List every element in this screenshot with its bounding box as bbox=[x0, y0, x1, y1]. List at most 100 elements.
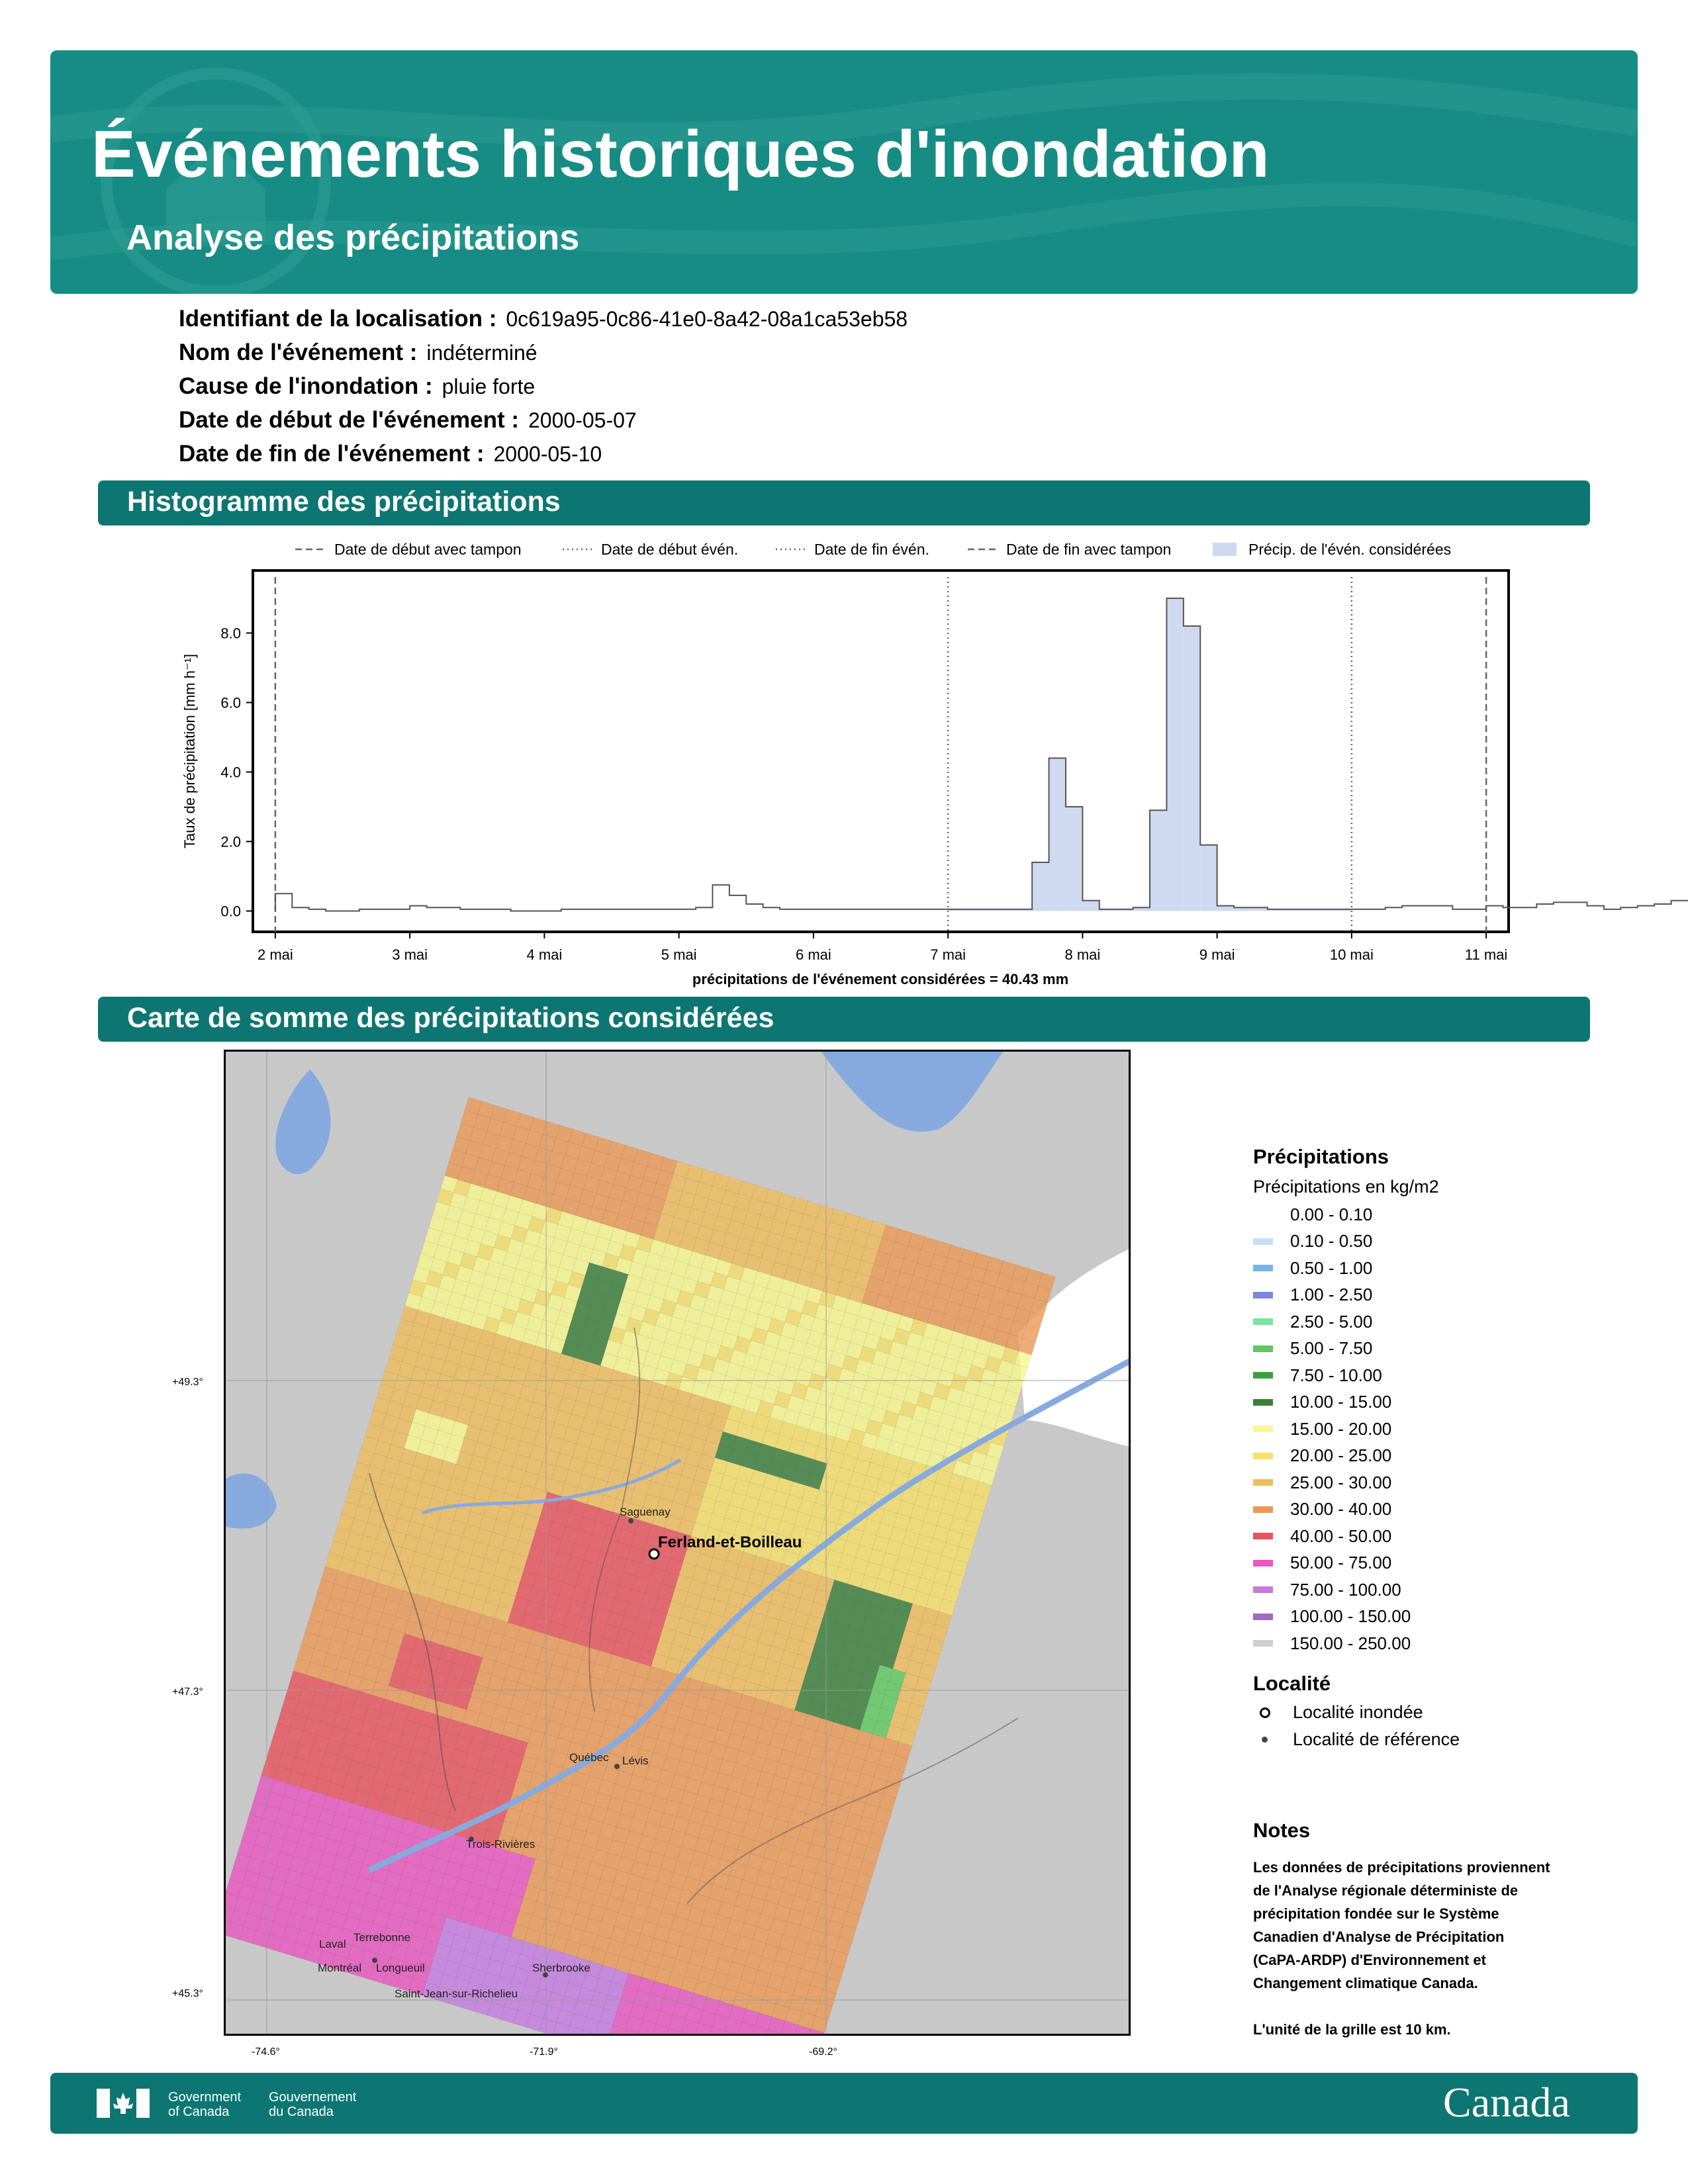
grid-cell bbox=[906, 1702, 925, 1721]
notes-line: précipitation fondée sur le Système bbox=[1253, 1905, 1499, 1922]
legend-considered-swatch bbox=[1213, 543, 1237, 556]
legend-swatch bbox=[1253, 1238, 1273, 1245]
grid-cell bbox=[913, 1633, 931, 1651]
locality-title: Localité bbox=[1253, 1671, 1331, 1695]
grid-cell bbox=[699, 1539, 718, 1558]
precip-bar bbox=[1166, 598, 1184, 911]
place-label-levis: Lévis bbox=[622, 1754, 649, 1767]
legend-class-label: 30.00 - 40.00 bbox=[1290, 1499, 1392, 1520]
legend-swatch bbox=[1253, 1345, 1273, 1352]
grid-cell bbox=[666, 1743, 684, 1761]
grid-cell bbox=[637, 1834, 656, 1852]
y-axis-ticks: 0.0 2.0 4.0 6.0 8.0 bbox=[220, 625, 253, 920]
legend-swatch bbox=[1253, 1291, 1273, 1298]
y-tick-label: 2.0 bbox=[220, 834, 241, 850]
grid-cell bbox=[873, 1763, 892, 1782]
grid-cell bbox=[750, 1840, 769, 1858]
place-label-trois-rivieres: Trois-Rivières bbox=[466, 1838, 535, 1850]
legend-swatch bbox=[1253, 1265, 1273, 1272]
grid-cell bbox=[782, 1593, 801, 1612]
legend-class-row: 0.00 - 0.10 bbox=[1253, 1201, 1460, 1228]
grid-cell bbox=[768, 1874, 786, 1892]
section-histogram-header: Histogramme des précipitations bbox=[98, 480, 1590, 525]
notes-body: Les données de précipitations proviennen… bbox=[1253, 1856, 1624, 2041]
grid-cell bbox=[895, 1599, 914, 1617]
grid-cell bbox=[742, 1866, 761, 1884]
legend-class-label: 15.00 - 20.00 bbox=[1290, 1418, 1392, 1439]
precip-bar bbox=[1065, 807, 1083, 911]
legend-swatch bbox=[1253, 1452, 1273, 1459]
grid-cell bbox=[810, 1644, 828, 1662]
grid-cell bbox=[855, 1872, 873, 1890]
grid-cell bbox=[921, 1607, 939, 1625]
grid-cell bbox=[737, 1651, 755, 1669]
place-label-saguenay: Saguenay bbox=[620, 1506, 671, 1518]
grid-cell bbox=[763, 1659, 781, 1677]
grid-cell bbox=[782, 1735, 800, 1754]
info-value: 2000-05-07 bbox=[528, 408, 637, 432]
chart-legend: Date de début avec tampon Date de début … bbox=[295, 541, 1451, 558]
grid-cell bbox=[894, 1741, 913, 1760]
legend-class-row: 100.00 - 150.00 bbox=[1253, 1604, 1460, 1631]
grid-cell bbox=[711, 1828, 729, 1846]
grid-cell bbox=[639, 1735, 658, 1753]
precip-bar bbox=[1250, 907, 1268, 911]
grid-cell bbox=[790, 1709, 808, 1728]
y-tick-label: 6.0 bbox=[220, 695, 241, 711]
info-value: pluie forte bbox=[442, 375, 536, 398]
y-tick-label: 8.0 bbox=[220, 625, 241, 642]
place-label-montreal: Montréal bbox=[318, 1962, 361, 1974]
x-tick-label: 6 mai bbox=[796, 946, 831, 963]
legend-class-label: 7.50 - 10.00 bbox=[1290, 1365, 1382, 1385]
info-row-location-id: Identifiant de la localisation : 0c619a9… bbox=[179, 306, 908, 340]
grid-cell bbox=[833, 1893, 852, 1912]
grid-cell bbox=[788, 1809, 806, 1827]
precip-bar bbox=[1217, 905, 1235, 911]
grid-cell bbox=[705, 1754, 724, 1773]
grid-cell bbox=[718, 1573, 736, 1592]
precip-bar bbox=[1318, 909, 1335, 911]
legend-class-label: 5.00 - 7.50 bbox=[1290, 1338, 1373, 1359]
grid-cell bbox=[934, 1611, 953, 1629]
reference-locality-dot bbox=[628, 1518, 633, 1524]
map-gulf-water bbox=[1018, 1249, 1129, 1447]
grid-cell bbox=[875, 1664, 894, 1682]
info-label: Date de fin de l'événement : bbox=[179, 441, 485, 467]
legend-class-row: 7.50 - 10.00 bbox=[1253, 1362, 1460, 1389]
legend-swatch bbox=[1253, 1372, 1273, 1379]
legend-class-row: 1.00 - 2.50 bbox=[1253, 1282, 1460, 1309]
gov-fr: Gouvernement du Canada bbox=[269, 2090, 356, 2119]
precip-bar bbox=[1234, 907, 1251, 911]
grid-cell bbox=[726, 1918, 745, 1936]
flooded-locality-marker[interactable] bbox=[648, 1548, 660, 1560]
legend-subtitle: Précipitations en kg/m2 bbox=[1253, 1177, 1439, 1197]
grid-cell bbox=[731, 1762, 749, 1781]
grid-cell bbox=[847, 1755, 866, 1774]
notes-line: (CaPA-ARDP) d'Environnement et bbox=[1253, 1952, 1486, 1968]
notes-line: Changement climatique Canada. bbox=[1253, 1975, 1478, 1991]
x-tick-label: 4 mai bbox=[526, 946, 562, 963]
legend-class-label: 2.50 - 5.00 bbox=[1290, 1311, 1373, 1332]
legend-swatch bbox=[1253, 1640, 1273, 1647]
legend-class-label: 75.00 - 100.00 bbox=[1290, 1579, 1401, 1600]
x-tick-label: 8 mai bbox=[1064, 946, 1100, 963]
page-subtitle: Analyse des précipitations bbox=[126, 218, 580, 257]
notes-line: de l'Analyse régionale déterministe de bbox=[1253, 1882, 1519, 1899]
grid-cell bbox=[848, 1613, 867, 1631]
grid-cell bbox=[835, 1795, 854, 1813]
map-legend: Précipitations Précipitations en kg/m2 0… bbox=[1253, 1145, 1460, 1753]
grid-cell bbox=[596, 1878, 614, 1897]
precip-bar bbox=[1015, 909, 1033, 911]
legend-class-row: 15.00 - 20.00 bbox=[1253, 1416, 1460, 1443]
lon-label: -71.9° bbox=[530, 2046, 558, 2058]
legend-swatch bbox=[1253, 1613, 1273, 1620]
precip-bar bbox=[1284, 909, 1301, 911]
place-label-terrebonne: Terrebonne bbox=[353, 1931, 410, 1944]
lat-label: +49.3° bbox=[172, 1377, 203, 1388]
precip-bar bbox=[948, 909, 965, 911]
grid-cell bbox=[706, 1612, 724, 1631]
section-title: Histogramme des précipitations bbox=[127, 486, 561, 518]
grid-cell bbox=[856, 1587, 874, 1606]
grid-cell bbox=[816, 1717, 835, 1736]
grid-cell bbox=[762, 1801, 780, 1819]
